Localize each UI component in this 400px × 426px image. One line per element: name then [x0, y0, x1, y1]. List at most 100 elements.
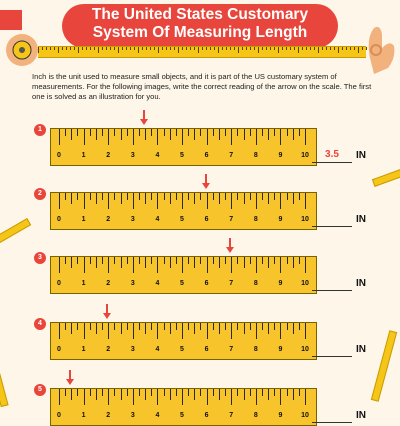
ruler-tick [59, 193, 60, 209]
ruler-tick [114, 193, 116, 200]
ruler-label: 8 [253, 216, 258, 223]
ruler-tick [83, 257, 85, 273]
ruler-tick [280, 389, 282, 405]
ruler-label: 5 [180, 152, 184, 159]
tape-tick [182, 47, 183, 50]
ruler-tick [274, 257, 276, 264]
ruler-tick [132, 389, 134, 405]
ruler-tick [218, 389, 220, 400]
ruler-label: 3 [130, 412, 135, 419]
tape-tick [106, 47, 107, 50]
tape-tick [138, 47, 139, 53]
ruler-tick [218, 323, 220, 334]
ruler-tick [225, 257, 227, 264]
ruler-tick [83, 129, 85, 145]
tape-tick [194, 47, 195, 50]
ruler-tick [255, 193, 257, 209]
ruler-tick [132, 257, 134, 273]
tape-tick [158, 47, 159, 53]
ruler-tick [243, 257, 245, 268]
ruler-tick [132, 323, 134, 339]
answer-field[interactable] [312, 408, 352, 423]
ruler-tick [231, 129, 233, 145]
ruler-tick [200, 129, 202, 136]
ruler-tick [157, 193, 159, 209]
ruler-tick [95, 389, 97, 400]
tape-tick [290, 47, 291, 50]
tape-tick [102, 47, 103, 50]
ruler-label: 3 [130, 346, 135, 353]
ruler-tick [145, 193, 147, 204]
tape-tick [82, 47, 83, 50]
ruler-label: 9 [278, 152, 283, 159]
tape-tick [118, 47, 119, 53]
tape-tick [50, 47, 51, 50]
ruler-tick [249, 389, 251, 396]
ruler-label: 3 [130, 280, 135, 287]
ruler-tick [169, 389, 171, 400]
tape-tick [298, 47, 299, 53]
tape-tick [318, 47, 319, 53]
ruler-tick [212, 323, 214, 330]
ruler-tick [280, 193, 282, 209]
ruler-tick [151, 193, 153, 200]
ruler-tick [212, 129, 214, 136]
tape-tick [230, 47, 231, 50]
ruler-tick [89, 129, 91, 136]
tape-tick [178, 47, 179, 53]
ruler-tick [59, 129, 60, 145]
tape-tick [282, 47, 283, 50]
ruler-tick [157, 323, 159, 339]
ruler-tick [175, 323, 177, 330]
ruler-tick [274, 193, 276, 200]
tape-tick [186, 47, 187, 50]
ruler-label: 7 [229, 346, 234, 353]
answer-field[interactable] [312, 212, 352, 227]
ruler-label: 0 [57, 346, 61, 353]
tape-tick [198, 47, 199, 53]
answer-field[interactable]: 3.5 [312, 148, 352, 163]
ruler-tick [145, 129, 147, 140]
ruler-tick [255, 323, 257, 339]
ruler-tick [59, 323, 60, 339]
ruler: 0 1 2 3 4 5 6 7 8 9 10 [50, 192, 317, 230]
ruler-label: 6 [204, 346, 209, 353]
tape-tick [334, 47, 335, 50]
ruler-tick [255, 389, 257, 405]
ruler-tick [298, 323, 300, 330]
tape-tick [190, 47, 191, 50]
ruler-tick [268, 389, 270, 400]
question-number-badge: 1 [34, 124, 46, 136]
ruler-label: 10 [301, 346, 309, 353]
ruler: 0 1 2 3 4 5 6 7 8 9 10 [50, 256, 317, 294]
ruler-label: 8 [253, 412, 258, 419]
instructions-text: Inch is the unit used to measure small o… [32, 72, 372, 101]
ruler-tick [151, 257, 153, 264]
tape-tick [346, 47, 347, 50]
ruler-label: 4 [155, 412, 160, 419]
ruler-label: 8 [253, 346, 258, 353]
answer-field[interactable] [312, 276, 352, 291]
ruler-tick [237, 193, 239, 200]
tape-tick [206, 47, 207, 50]
tape-tick [62, 47, 63, 50]
ruler-tick [218, 257, 220, 268]
ruler-tick [268, 257, 270, 268]
ruler-tick [188, 129, 190, 136]
tape-tick [150, 47, 151, 50]
answer-field[interactable] [312, 342, 352, 357]
title-banner [62, 4, 338, 48]
tape-tick [210, 47, 211, 50]
ruler-tick [157, 129, 159, 145]
ruler-label: 1 [81, 346, 86, 353]
tape-tick [42, 47, 43, 50]
ruler-tick [249, 323, 251, 330]
unit-label: IN [356, 344, 366, 355]
ruler-label: 1 [81, 152, 86, 159]
ruler-tick [218, 129, 220, 140]
tape-tick [342, 47, 343, 50]
ruler-tick [126, 193, 128, 200]
ruler-tick [71, 323, 73, 334]
ruler-tick [120, 193, 122, 204]
ruler-tick [132, 129, 134, 145]
